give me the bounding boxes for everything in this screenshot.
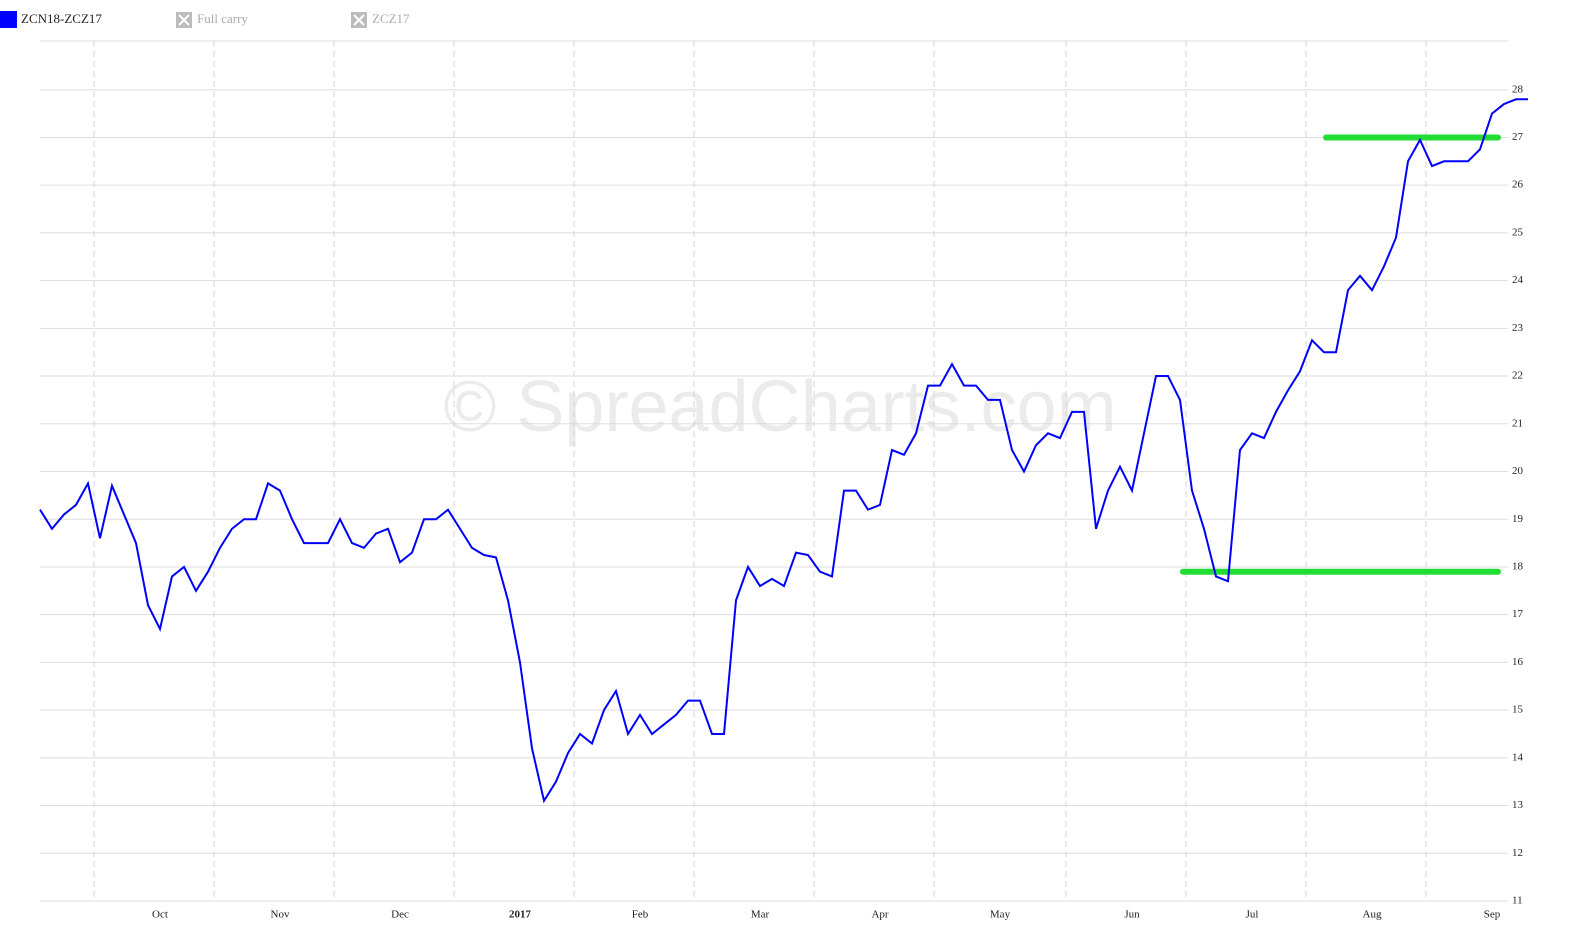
- legend-item-disabled[interactable]: ZCZ17: [351, 11, 410, 28]
- x-tick-label: Nov: [271, 909, 290, 921]
- x-tick-label: Jun: [1124, 909, 1140, 921]
- watermark: © SpreadCharts.com: [443, 367, 1116, 447]
- x-tick-label: Apr: [871, 909, 888, 921]
- y-tick-label: 18: [1512, 560, 1524, 572]
- y-tick-label: 15: [1512, 704, 1524, 716]
- y-tick-label: 20: [1512, 465, 1524, 477]
- y-tick-label: 17: [1512, 608, 1524, 620]
- x-tick-label: Mar: [751, 909, 770, 921]
- y-tick-label: 28: [1512, 83, 1524, 95]
- y-tick-label: 22: [1512, 370, 1523, 382]
- y-tick-label: 24: [1512, 274, 1524, 286]
- x-tick-label: May: [990, 909, 1011, 921]
- legend-swatch: [0, 11, 17, 28]
- x-tick-label: Dec: [391, 909, 409, 921]
- y-tick-label: 14: [1512, 751, 1524, 763]
- y-tick-label: 12: [1512, 847, 1523, 859]
- legend-item-disabled[interactable]: Full carry: [176, 11, 248, 28]
- legend-label: ZCZ17: [372, 11, 410, 26]
- legend-label: Full carry: [197, 11, 248, 26]
- legend: ZCN18-ZCZ17 Full carry ZCZ17: [0, 11, 410, 28]
- x-tick-label: Oct: [152, 909, 168, 921]
- x-tick-label: 2017: [509, 909, 532, 921]
- y-tick-label: 26: [1512, 179, 1524, 191]
- x-tick-label: Aug: [1363, 909, 1382, 921]
- y-tick-label: 16: [1512, 656, 1524, 668]
- x-tick-label: Jul: [1246, 909, 1259, 921]
- legend-icon-x: [353, 14, 365, 26]
- x-tick-label: Sep: [1484, 909, 1501, 921]
- series-line: [39, 98, 1528, 804]
- y-tick-label: 25: [1512, 226, 1524, 238]
- legend-icon-x: [178, 14, 190, 26]
- y-tick-label: 19: [1512, 513, 1524, 525]
- legend-label: ZCN18-ZCZ17: [21, 11, 102, 26]
- x-tick-label: Feb: [632, 909, 649, 921]
- y-tick-label: 13: [1512, 799, 1524, 811]
- y-tick-label: 27: [1512, 131, 1524, 143]
- y-tick-label: 23: [1512, 322, 1524, 334]
- y-tick-label: 11: [1512, 895, 1523, 907]
- y-tick-label: 21: [1512, 417, 1523, 429]
